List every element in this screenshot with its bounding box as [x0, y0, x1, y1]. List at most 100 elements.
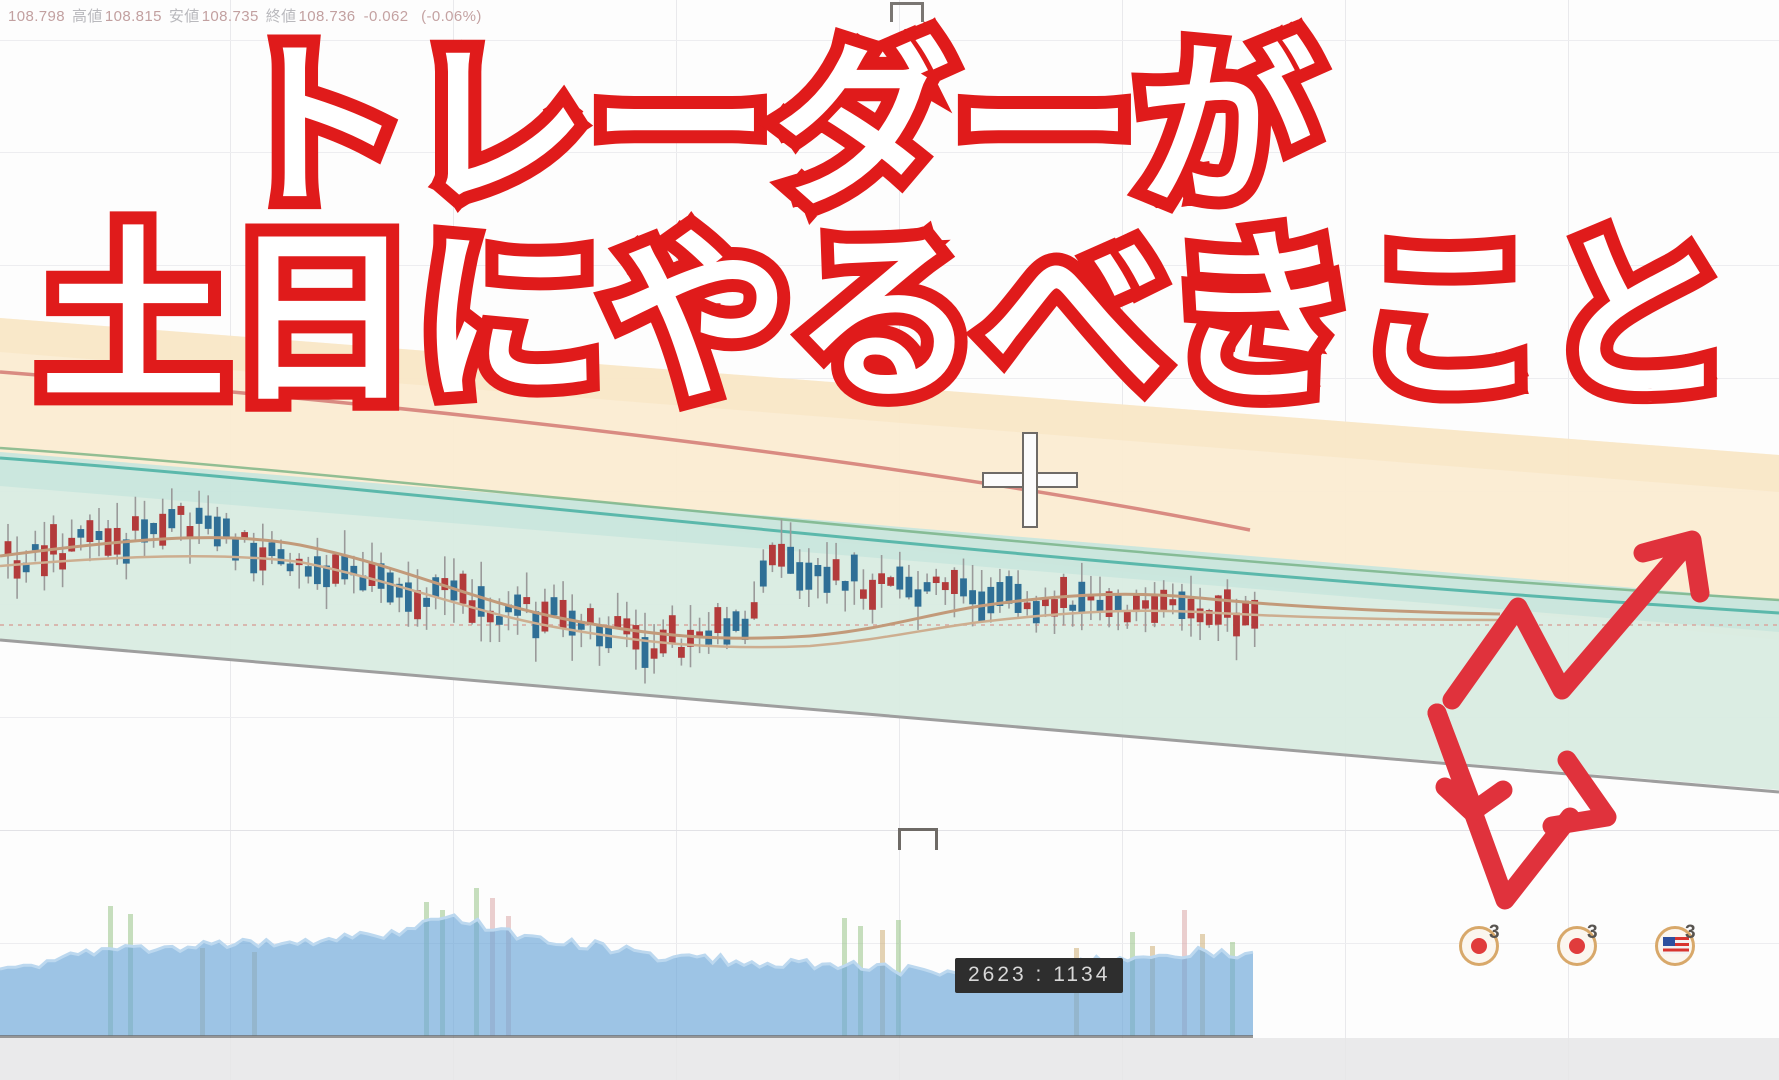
candle-body	[286, 563, 294, 572]
gridline-horizontal	[0, 152, 1779, 153]
candle-body	[505, 604, 512, 613]
candle-body	[1042, 598, 1049, 607]
candle-body	[1069, 604, 1077, 611]
candle-body	[323, 565, 330, 588]
candle-body	[441, 578, 449, 591]
candle-body	[568, 610, 576, 636]
candle-body	[1023, 602, 1031, 610]
candle-body	[13, 560, 21, 579]
ohlc-close-label: 終値	[265, 8, 297, 25]
candle-body	[122, 539, 130, 564]
candle-body	[368, 563, 376, 586]
candle-body	[414, 590, 421, 620]
gridline-horizontal	[0, 830, 1779, 831]
candle-body	[159, 513, 167, 546]
candle-body	[1178, 591, 1186, 620]
ohlc-low: 108.735	[201, 8, 259, 25]
ohlc-low-label: 安値	[168, 8, 200, 25]
candle-body	[596, 626, 603, 647]
candle-body	[860, 589, 867, 599]
candle-body	[805, 562, 813, 590]
candle-body	[468, 600, 476, 623]
candle-body	[477, 586, 485, 617]
candle-body	[350, 565, 358, 576]
candle-body	[423, 597, 430, 607]
candle-body	[632, 625, 640, 650]
candle-body	[86, 520, 94, 543]
event-badge-1: 3	[1489, 922, 1500, 943]
ohlc-last: 108.798	[8, 8, 66, 25]
teal-band-line	[0, 456, 1779, 615]
us-flag-icon	[1663, 937, 1689, 954]
event-badge-3: 3	[1685, 922, 1696, 943]
candle-body	[204, 515, 212, 529]
candle-body	[1160, 589, 1168, 612]
candle-body	[186, 526, 194, 539]
candle-body	[1233, 612, 1240, 637]
jp-flag-icon	[1569, 938, 1585, 954]
candle-body	[541, 601, 549, 632]
candle-body	[960, 578, 967, 597]
economic-event-jp-1-icon[interactable]: 3	[1459, 922, 1505, 972]
candle-body	[241, 532, 248, 540]
candle-body	[1196, 608, 1204, 623]
candle-body	[650, 648, 658, 659]
candle-body	[869, 579, 876, 610]
candle-body	[304, 566, 312, 577]
candle-body	[769, 544, 776, 566]
candle-body	[787, 546, 794, 574]
candle-body	[1060, 576, 1067, 608]
candle-body	[268, 542, 276, 557]
economic-event-jp-2-icon[interactable]: 3	[1557, 922, 1603, 972]
candle-body	[359, 575, 367, 591]
candle-body	[587, 608, 594, 625]
candle-body	[996, 582, 1004, 606]
candle-body	[1224, 589, 1231, 618]
candle-body	[1051, 599, 1058, 617]
candle-body	[405, 582, 412, 612]
candle-body	[132, 516, 139, 531]
candle-body	[951, 569, 958, 594]
ohlc-high: 108.815	[104, 8, 162, 25]
candle-body	[605, 627, 612, 649]
coordinate-tooltip: 2623 : 1134	[955, 958, 1124, 993]
candle-body	[878, 573, 885, 584]
candle-body	[141, 519, 148, 543]
candle-body	[459, 573, 467, 604]
economic-event-us-icon[interactable]: 3	[1655, 922, 1701, 972]
ohlc-change: -0.062	[363, 8, 409, 25]
candle-body	[559, 599, 567, 629]
candle-body	[741, 618, 749, 640]
candle-body	[1105, 591, 1113, 617]
ohlc-change-percent: (-0.06%)	[421, 8, 482, 25]
candle-body	[1014, 583, 1022, 613]
economic-event-icons: 3 3 3	[1449, 914, 1779, 984]
candle-body	[1087, 594, 1095, 601]
candle-body	[678, 646, 685, 658]
candle-body	[31, 544, 39, 551]
overview-baseline	[0, 1035, 1253, 1038]
candle-body	[232, 538, 239, 561]
top-marker-bracket	[890, 2, 924, 22]
candle-body	[832, 559, 840, 581]
candle-body	[22, 562, 30, 573]
candle-body	[523, 597, 531, 605]
candle-body	[1214, 595, 1222, 625]
volume-overview-pane[interactable]	[0, 780, 1779, 1080]
candle-body	[687, 629, 694, 647]
candle-body	[969, 590, 976, 605]
candle-body	[150, 522, 157, 535]
candle-body	[496, 615, 503, 625]
green-band-line	[0, 446, 1779, 602]
candle-body	[887, 577, 895, 586]
candle-body	[1142, 600, 1149, 609]
red-trend-line	[0, 370, 1251, 532]
jp-flag-icon	[1471, 938, 1487, 954]
candle-body	[450, 580, 458, 601]
candle-body	[841, 581, 849, 591]
gridline-horizontal	[0, 265, 1779, 266]
candle-body	[1133, 594, 1140, 613]
candle-body	[1114, 594, 1122, 612]
